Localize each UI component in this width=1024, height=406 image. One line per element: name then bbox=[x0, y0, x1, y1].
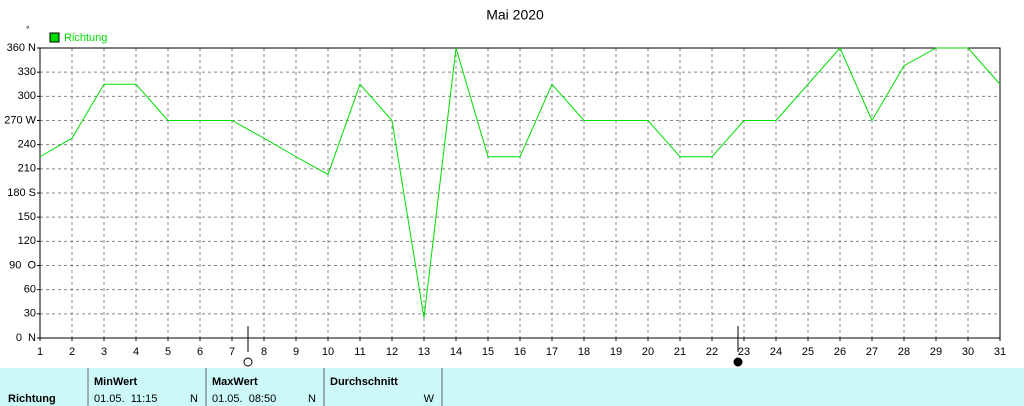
table-cell: N bbox=[190, 393, 198, 405]
table-cell: N bbox=[308, 393, 316, 405]
x-tick-label: 11 bbox=[354, 346, 365, 358]
y-tick-label: 30 bbox=[24, 308, 36, 320]
x-tick-label: 3 bbox=[101, 346, 107, 358]
table-header: MinWert bbox=[94, 376, 138, 388]
x-tick-label: 31 bbox=[994, 346, 1006, 358]
x-tick-label: 19 bbox=[610, 346, 622, 358]
y-tick-label: 360 N bbox=[7, 42, 36, 54]
x-tick-label: 26 bbox=[834, 346, 846, 358]
legend-swatch bbox=[49, 32, 60, 43]
x-tick-label: 30 bbox=[962, 346, 974, 358]
x-tick-label: 29 bbox=[930, 346, 942, 358]
x-tick-label: 9 bbox=[293, 346, 299, 358]
y-tick-label: 240 bbox=[18, 139, 36, 151]
series-line bbox=[39, 47, 1001, 318]
x-tick-label: 4 bbox=[133, 346, 139, 358]
x-tick-label: 22 bbox=[706, 346, 718, 358]
x-tick-label: 13 bbox=[418, 346, 430, 358]
y-tick-label: 270 W bbox=[4, 114, 36, 126]
x-tick-label: 12 bbox=[386, 346, 398, 358]
x-tick-label: 20 bbox=[642, 346, 654, 358]
legend-label: Richtung bbox=[64, 32, 107, 44]
x-tick-label: 24 bbox=[770, 346, 782, 358]
x-tick-label: 21 bbox=[674, 346, 686, 358]
x-tick-label: 5 bbox=[165, 346, 171, 358]
y-tick-label: 150 bbox=[18, 211, 36, 223]
table-bg bbox=[0, 368, 1024, 406]
table-cell: 01.05. 08:50 bbox=[212, 393, 276, 405]
y-tick-label: 60 bbox=[24, 284, 36, 296]
x-tick-label: 7 bbox=[229, 346, 235, 358]
x-tick-label: 25 bbox=[802, 346, 814, 358]
y-tick-label: 120 bbox=[18, 235, 36, 247]
x-tick-label: 27 bbox=[866, 346, 878, 358]
chart-title: Mai 2020 bbox=[486, 7, 544, 23]
new-moon-icon bbox=[733, 357, 743, 367]
y-tick-label: 90 O bbox=[9, 259, 36, 271]
y-tick-label: 210 bbox=[18, 163, 36, 175]
x-tick-label: 1 bbox=[37, 346, 43, 358]
x-tick-label: 15 bbox=[482, 346, 494, 358]
x-tick-label: 17 bbox=[546, 346, 558, 358]
x-tick-label: 10 bbox=[322, 346, 334, 358]
x-tick-label: 8 bbox=[261, 346, 267, 358]
x-tick-label: 6 bbox=[197, 346, 203, 358]
y-tick-label: 330 bbox=[18, 66, 36, 78]
y-tick-label: 300 bbox=[18, 90, 36, 102]
table-header: Durchschnitt bbox=[330, 376, 398, 388]
full-moon-icon bbox=[243, 357, 253, 367]
table-cell: 01.05. 11:15 bbox=[94, 393, 157, 405]
grid bbox=[39, 47, 1001, 339]
x-tick-label: 23 bbox=[738, 346, 750, 358]
table-row-label: Richtung bbox=[8, 393, 56, 405]
unit-mark: ° bbox=[26, 24, 30, 34]
y-tick-label: 0 N bbox=[16, 332, 36, 344]
table-cell: W bbox=[424, 393, 435, 405]
table-header: MaxWert bbox=[212, 376, 258, 388]
y-tick-label: 180 S bbox=[7, 187, 36, 199]
x-tick-label: 2 bbox=[69, 346, 75, 358]
x-tick-label: 16 bbox=[514, 346, 526, 358]
x-tick-label: 28 bbox=[898, 346, 910, 358]
x-tick-label: 18 bbox=[578, 346, 590, 358]
x-tick-label: 14 bbox=[450, 346, 462, 358]
